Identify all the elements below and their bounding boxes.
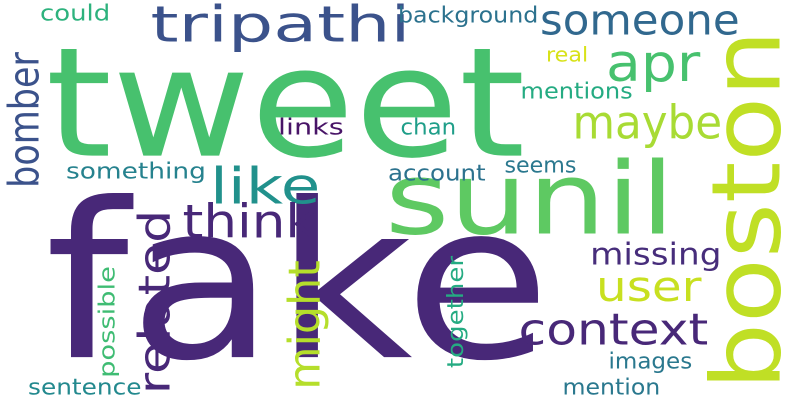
word-mentions: mentions: [519, 77, 633, 105]
word-chan: chan: [400, 113, 456, 141]
word-sentence: sentence: [28, 373, 142, 400]
word-mention: mention: [562, 373, 660, 400]
word-fake: fake: [45, 158, 551, 400]
word-something: something: [66, 157, 206, 185]
word-maybe: maybe: [571, 96, 722, 150]
word-like: like: [209, 157, 321, 217]
word-think: think: [182, 195, 316, 250]
word-possible: possible: [93, 266, 121, 378]
word-tripathi: tripathi: [149, 0, 410, 54]
word-background: background: [397, 1, 539, 29]
word-context: context: [518, 304, 708, 356]
word-account: account: [388, 159, 486, 187]
word-together: together: [441, 255, 469, 369]
word-apr: apr: [605, 34, 701, 94]
word-real: real: [545, 43, 589, 68]
word-boston: boston: [691, 29, 800, 391]
word-someone: someone: [540, 0, 740, 45]
word-related: related: [128, 209, 180, 395]
word-missing: missing: [590, 236, 722, 273]
word-user: user: [596, 262, 702, 311]
word-seems: seems: [503, 151, 576, 179]
word-bomber: bomber: [1, 52, 50, 188]
word-images: images: [608, 347, 692, 375]
word-tweet: tweet: [45, 15, 525, 193]
word-links: links: [278, 113, 344, 141]
word-could: could: [39, 0, 111, 27]
word-sunil: sunil: [385, 141, 675, 258]
word-might: might: [278, 260, 330, 390]
